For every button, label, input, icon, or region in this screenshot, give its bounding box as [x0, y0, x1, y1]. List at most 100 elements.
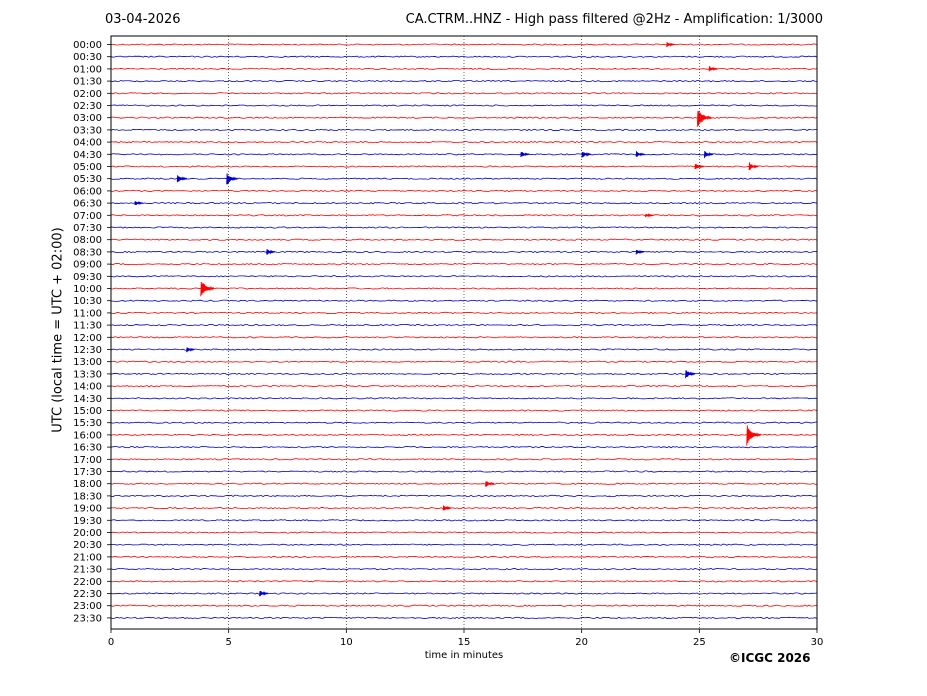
trace-0000 — [110, 43, 818, 46]
event-burst-0430 — [581, 151, 592, 158]
x-axis-label: time in minutes — [424, 650, 504, 661]
x-tick-label-10: 10 — [340, 637, 353, 648]
row-label-2330: 23:30 — [73, 613, 102, 624]
event-burst-1000 — [200, 281, 215, 297]
x-tick-label-15: 15 — [458, 637, 471, 648]
row-label-0500: 05:00 — [73, 162, 102, 173]
trace-0100 — [110, 67, 818, 70]
date-label: 03-04-2026 — [105, 12, 181, 27]
event-burst-1900 — [442, 505, 452, 511]
trace-0700 — [110, 214, 818, 217]
copyright-label: ©ICGC 2026 — [729, 651, 811, 665]
trace-2030 — [110, 543, 818, 546]
trace-1300 — [110, 360, 818, 363]
event-burst-0500 — [694, 164, 705, 170]
event-burst-0630 — [134, 200, 144, 206]
trace-2200 — [110, 580, 818, 583]
event-burst-0430 — [520, 152, 530, 158]
row-label-0700: 07:00 — [73, 211, 102, 222]
row-label-1700: 17:00 — [73, 455, 102, 466]
row-label-2230: 22:30 — [73, 589, 102, 600]
event-burst-0300 — [696, 110, 712, 127]
row-label-0300: 03:00 — [73, 113, 102, 124]
row-label-1900: 19:00 — [73, 504, 102, 515]
row-label-0100: 01:00 — [73, 64, 102, 75]
row-label-0130: 01:30 — [73, 77, 102, 88]
trace-1230 — [110, 348, 818, 351]
row-label-2300: 23:00 — [73, 601, 102, 612]
trace-0530 — [110, 177, 818, 180]
row-label-1630: 16:30 — [73, 443, 102, 454]
row-label-2000: 20:00 — [73, 528, 102, 539]
trace-1400 — [110, 385, 818, 388]
event-burst-0500 — [748, 162, 759, 171]
trace-1600 — [110, 433, 818, 436]
event-burst-0830 — [266, 249, 276, 255]
row-label-1530: 15:30 — [73, 418, 102, 429]
trace-0600 — [110, 189, 818, 192]
row-label-0730: 07:30 — [73, 223, 102, 234]
row-label-0000: 00:00 — [73, 40, 102, 51]
trace-1500 — [110, 409, 818, 412]
row-label-0330: 03:30 — [73, 125, 102, 136]
event-burst-2230 — [259, 591, 269, 597]
x-tick-label-0: 0 — [108, 637, 114, 648]
row-label-0530: 05:30 — [73, 174, 102, 185]
row-label-1100: 11:00 — [73, 308, 102, 319]
row-label-2100: 21:00 — [73, 552, 102, 563]
event-burst-0000 — [666, 42, 676, 48]
x-tick-label-5: 5 — [225, 637, 231, 648]
row-label-1330: 13:30 — [73, 369, 102, 380]
event-burst-1600 — [746, 425, 762, 446]
event-burst-0430 — [635, 151, 645, 157]
event-burst-1330 — [685, 370, 696, 379]
trace-1430 — [110, 397, 818, 400]
trace-2130 — [110, 568, 818, 571]
event-burst-0700 — [645, 212, 654, 218]
row-label-1830: 18:30 — [73, 491, 102, 502]
row-label-2200: 22:00 — [73, 577, 102, 588]
trace-0730 — [110, 226, 818, 229]
trace-2300 — [110, 604, 818, 607]
row-label-1130: 11:30 — [73, 321, 102, 332]
trace-0430 — [110, 153, 818, 156]
trace-2000 — [110, 531, 818, 534]
chart-title: CA.CTRM..HNZ - High pass filtered @2Hz -… — [405, 12, 823, 27]
row-label-1000: 10:00 — [73, 284, 102, 295]
row-label-2130: 21:30 — [73, 565, 102, 576]
row-label-1400: 14:00 — [73, 382, 102, 393]
x-tick-label-25: 25 — [693, 637, 706, 648]
row-label-1200: 12:00 — [73, 333, 102, 344]
row-label-0900: 09:00 — [73, 260, 102, 271]
event-burst-0100 — [708, 66, 718, 72]
row-label-0230: 02:30 — [73, 101, 102, 112]
row-label-1800: 18:00 — [73, 479, 102, 490]
row-label-0400: 04:00 — [73, 138, 102, 149]
row-label-0930: 09:30 — [73, 272, 102, 283]
row-label-1230: 12:30 — [73, 345, 102, 356]
trace-2230 — [110, 592, 818, 595]
event-burst-0430 — [703, 151, 714, 159]
row-label-1500: 15:00 — [73, 406, 102, 417]
row-label-1430: 14:30 — [73, 394, 102, 405]
row-label-1730: 17:30 — [73, 467, 102, 478]
event-burst-0530 — [176, 175, 188, 183]
row-label-0630: 06:30 — [73, 199, 102, 210]
trace-0500 — [110, 165, 818, 168]
event-burst-1800 — [485, 481, 495, 487]
row-label-1930: 19:30 — [73, 516, 102, 527]
trace-0630 — [110, 202, 818, 205]
event-burst-0830 — [635, 249, 645, 255]
trace-0130 — [110, 80, 818, 83]
row-label-0200: 02:00 — [73, 89, 102, 100]
row-label-2030: 20:30 — [73, 540, 102, 551]
trace-2100 — [110, 555, 818, 558]
event-burst-0530 — [226, 173, 238, 185]
row-label-1600: 16:00 — [73, 430, 102, 441]
event-burst-1230 — [186, 347, 195, 353]
row-label-0430: 04:30 — [73, 150, 102, 161]
row-label-0030: 00:30 — [73, 52, 102, 63]
row-label-0830: 08:30 — [73, 247, 102, 258]
row-label-1300: 13:00 — [73, 357, 102, 368]
